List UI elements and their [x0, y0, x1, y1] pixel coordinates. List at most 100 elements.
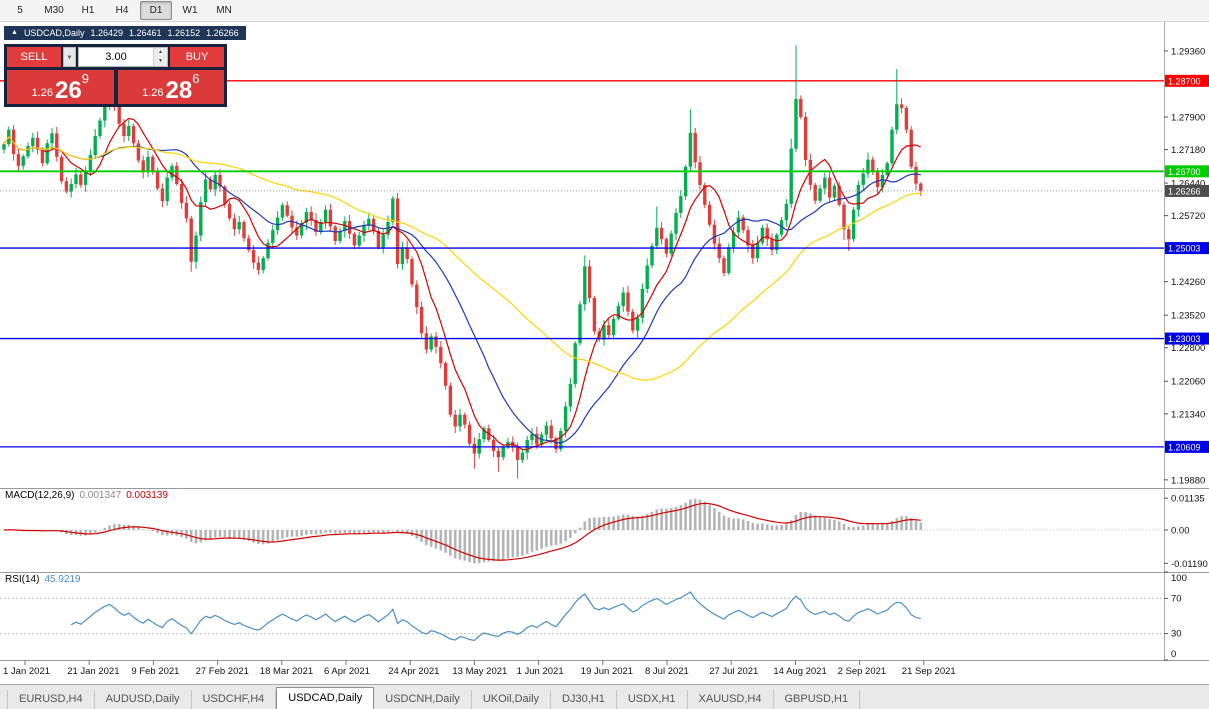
chart-tab-gbpusd-h1[interactable]: GBPUSD,H1: [774, 690, 861, 709]
bid-price-button[interactable]: 1.26 26 9: [7, 70, 114, 104]
svg-text:18 Mar 2021: 18 Mar 2021: [260, 666, 313, 677]
svg-text:1 Jun 2021: 1 Jun 2021: [517, 666, 564, 677]
svg-text:21 Jan 2021: 21 Jan 2021: [67, 666, 119, 677]
rsi-line: [70, 591, 921, 642]
timeframe-button-w1[interactable]: W1: [182, 5, 198, 16]
svg-text:1.27900: 1.27900: [1171, 113, 1205, 124]
svg-text:70: 70: [1171, 593, 1182, 604]
rsi-pane[interactable]: [0, 591, 1164, 642]
timeframe-button-d1[interactable]: D1: [140, 1, 172, 20]
svg-text:1.25003: 1.25003: [1168, 244, 1201, 254]
volume-up-icon[interactable]: ▲: [154, 48, 167, 57]
chart-tab-xauusd-h4[interactable]: XAUUSD,H4: [688, 690, 774, 709]
bid-pips: 26: [54, 77, 82, 105]
price-badge-1.28700: [1165, 74, 1209, 87]
svg-text:1.27180: 1.27180: [1171, 145, 1205, 156]
svg-text:1.28700: 1.28700: [1168, 76, 1201, 86]
price-axis[interactable]: 1.29360 1.27900 1.27180 1.26440 1.25720 1.242…: [1164, 46, 1208, 661]
svg-text:1.26266: 1.26266: [1168, 186, 1201, 196]
timeframe-button-mn[interactable]: MN: [216, 5, 232, 16]
rsi-indicator-label: RSI(14) 45.9219: [5, 574, 81, 585]
macd-signal-value: 0.003139: [126, 490, 168, 501]
timeframe-button-h4[interactable]: H4: [115, 5, 129, 16]
svg-text:0.01135: 0.01135: [1171, 494, 1205, 505]
chart-tab-usdx-h1[interactable]: USDX,H1: [617, 690, 688, 709]
svg-text:1.22060: 1.22060: [1171, 377, 1205, 388]
volume-input[interactable]: 3.00: [105, 51, 127, 63]
svg-text:1.23003: 1.23003: [1168, 334, 1201, 344]
svg-text:1.21340: 1.21340: [1171, 409, 1205, 420]
volume-box: 3.00 ▲ ▼: [78, 47, 168, 67]
svg-text:0: 0: [1171, 649, 1176, 660]
macd-signal-line: [3, 502, 921, 561]
ohlc-low: 1.26152: [167, 28, 201, 38]
price-badge-1.26700: [1165, 165, 1209, 178]
volume-dropdown-icon[interactable]: ▼: [63, 47, 76, 67]
chart-title-bar[interactable]: ▲ USDCAD,Daily 1.26429 1.26461 1.26152 1…: [4, 26, 246, 40]
svg-text:1 Jan 2021: 1 Jan 2021: [3, 666, 50, 677]
horizontal-level-lines: [0, 80, 1164, 448]
macd-main-value: 0.001347: [79, 490, 122, 501]
svg-text:-0.01190: -0.01190: [1171, 559, 1208, 570]
svg-text:19 Jun 2021: 19 Jun 2021: [581, 666, 633, 677]
price-chart-canvas[interactable]: 1.29360 1.27900 1.27180 1.26440 1.25720 1.242…: [0, 22, 1209, 684]
timeframe-button-5[interactable]: 5: [17, 5, 23, 16]
macd-pane[interactable]: [0, 498, 1164, 564]
price-badge-1.23003: [1165, 332, 1209, 345]
ask-point: 6: [192, 71, 200, 86]
svg-text:100: 100: [1171, 573, 1187, 584]
price-axis-badges: 1.28700 1.26700 1.25003 1.23003 1.20609 1.262…: [1165, 74, 1209, 453]
macd-name: MACD(12,26,9): [5, 490, 75, 501]
svg-text:6 Apr 2021: 6 Apr 2021: [324, 666, 370, 677]
chart-tabs-bar: EURUSD,H4 AUDUSD,Daily USDCHF,H4 USDCAD,Dai…: [0, 684, 1209, 709]
svg-text:21 Sep 2021: 21 Sep 2021: [902, 666, 956, 677]
svg-text:24 Apr 2021: 24 Apr 2021: [388, 666, 439, 677]
timeframe-button-m30[interactable]: M30: [44, 5, 64, 16]
bid-point: 9: [81, 71, 89, 86]
ohlc-close: 1.26266: [206, 28, 239, 38]
svg-text:1.20609: 1.20609: [1168, 442, 1201, 452]
collapse-arrow-icon[interactable]: ▲: [11, 29, 18, 36]
ohlc-open: 1.26429: [90, 28, 123, 38]
buy-button[interactable]: BUY: [170, 47, 224, 67]
ohlc-high: 1.26461: [129, 28, 162, 38]
bid-main: 1.26: [31, 87, 53, 99]
chart-chrome: [0, 22, 1209, 661]
ask-pips: 28: [165, 77, 193, 105]
chart-region: 1.29360 1.27900 1.27180 1.26440 1.25720 1.242…: [0, 22, 1209, 684]
timeframe-toolbar: 5 M30 H1 H4 D1 W1 MN: [0, 0, 1209, 22]
svg-text:1.24260: 1.24260: [1171, 277, 1205, 288]
sell-button[interactable]: SELL: [7, 47, 61, 67]
ask-main: 1.26: [142, 87, 164, 99]
rsi-current-value: 45.9219: [44, 574, 81, 585]
svg-text:14 Aug 2021: 14 Aug 2021: [773, 666, 826, 677]
price-badge-1.26266: [1165, 184, 1209, 197]
chart-tab-audusd-daily[interactable]: AUDUSD,Daily: [95, 690, 192, 709]
svg-text:27 Jul 2021: 27 Jul 2021: [709, 666, 758, 677]
svg-text:1.22800: 1.22800: [1171, 343, 1205, 354]
chart-tab-ukoil-daily[interactable]: UKOil,Daily: [472, 690, 552, 709]
svg-text:1.25720: 1.25720: [1171, 211, 1205, 222]
svg-text:1.26700: 1.26700: [1168, 167, 1201, 177]
timeframe-button-h1[interactable]: H1: [81, 5, 95, 16]
rsi-name: RSI(14): [5, 574, 40, 585]
svg-text:9 Feb 2021: 9 Feb 2021: [131, 666, 179, 677]
volume-down-icon[interactable]: ▼: [154, 57, 167, 66]
svg-text:8 Jul 2021: 8 Jul 2021: [645, 666, 689, 677]
chart-tab-usdchf-h4[interactable]: USDCHF,H4: [192, 690, 277, 709]
chart-tab-usdcnh-daily[interactable]: USDCNH,Daily: [374, 690, 472, 709]
volume-spinner: ▲ ▼: [153, 48, 167, 66]
ask-price-button[interactable]: 1.26 28 6: [117, 70, 224, 105]
price-badge-1.20609: [1165, 440, 1209, 453]
svg-text:1.19880: 1.19880: [1171, 475, 1205, 486]
chart-symbol-period: USDCAD,Daily: [23, 28, 85, 38]
chart-tab-dj30-h1[interactable]: DJ30,H1: [551, 690, 617, 709]
date-axis[interactable]: 1 Jan 2021 21 Jan 2021 9 Feb 2021 27 Feb 20…: [3, 660, 956, 677]
svg-text:30: 30: [1171, 629, 1182, 640]
svg-text:1.29360: 1.29360: [1171, 46, 1205, 57]
chart-tab-usdcad-daily[interactable]: USDCAD,Daily: [276, 687, 375, 709]
candlestick-series[interactable]: [2, 45, 923, 479]
svg-text:1.23520: 1.23520: [1171, 311, 1205, 322]
chart-tab-eurusd-h4[interactable]: EURUSD,H4: [7, 690, 95, 709]
